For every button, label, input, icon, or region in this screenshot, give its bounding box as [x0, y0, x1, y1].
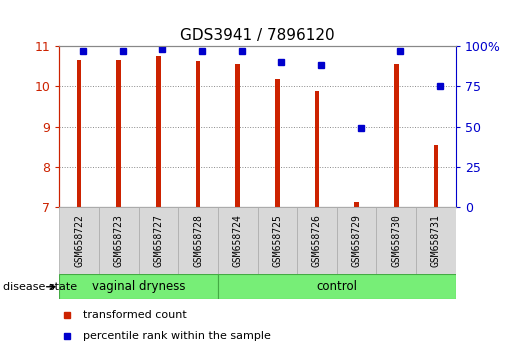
Bar: [376, 207, 416, 274]
Text: transformed count: transformed count: [83, 310, 187, 320]
Text: GSM658726: GSM658726: [312, 214, 322, 267]
Text: vaginal dryness: vaginal dryness: [92, 280, 185, 293]
Bar: [178, 207, 218, 274]
Bar: [218, 274, 456, 299]
Bar: [218, 207, 258, 274]
Title: GDS3941 / 7896120: GDS3941 / 7896120: [180, 28, 335, 44]
Text: control: control: [316, 280, 357, 293]
Bar: [116, 60, 121, 207]
Bar: [258, 207, 297, 274]
Text: GSM658731: GSM658731: [431, 214, 441, 267]
Text: GSM658723: GSM658723: [114, 214, 124, 267]
Bar: [394, 64, 399, 207]
Bar: [156, 56, 161, 207]
Bar: [59, 207, 99, 274]
Text: GSM658724: GSM658724: [233, 214, 243, 267]
Text: GSM658725: GSM658725: [272, 214, 282, 267]
Bar: [275, 79, 280, 207]
Text: GSM658728: GSM658728: [193, 214, 203, 267]
Bar: [77, 60, 81, 207]
Bar: [297, 207, 337, 274]
Text: percentile rank within the sample: percentile rank within the sample: [83, 331, 271, 341]
Bar: [235, 64, 240, 207]
Bar: [354, 202, 359, 207]
Bar: [434, 145, 438, 207]
Text: GSM658730: GSM658730: [391, 214, 401, 267]
Bar: [139, 207, 178, 274]
Bar: [59, 274, 218, 299]
Bar: [337, 207, 376, 274]
Text: GSM658729: GSM658729: [352, 214, 362, 267]
Text: GSM658727: GSM658727: [153, 214, 163, 267]
Bar: [99, 207, 139, 274]
Bar: [416, 207, 456, 274]
Bar: [196, 61, 200, 207]
Text: disease state: disease state: [3, 282, 77, 292]
Bar: [315, 91, 319, 207]
Text: GSM658722: GSM658722: [74, 214, 84, 267]
